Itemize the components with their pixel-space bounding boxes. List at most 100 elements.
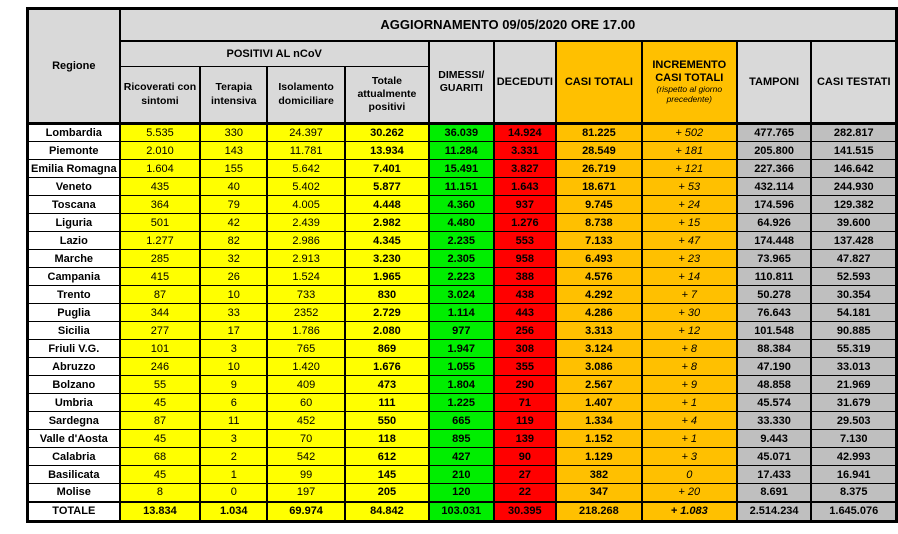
table-title: AGGIORNAMENTO 09/05/2020 ORE 17.00 [118,8,898,42]
cell-ricoverati: 87 [118,411,202,430]
cell-totale_positivi: 118 [344,429,430,448]
region-name: Bolzano [26,375,121,394]
region-name: Trento [26,285,121,304]
cell-incremento: + 502 [640,123,738,142]
cell-tamponi: 205.800 [735,141,813,160]
cell-ricoverati: 246 [118,357,202,376]
cell-casi_testati: 42.993 [810,447,898,466]
cell-totale_positivi: 111 [344,393,430,412]
table-row: Lazio 1.277 82 2.986 4.345 2.235 553 7.133 + 47 1… [26,231,898,250]
cell-ricoverati: 45 [118,429,202,448]
cell-totale_positivi: 612 [344,447,430,466]
column-header-incremento: INCREMENTO CASI TOTALI (rispetto al gior… [640,40,738,125]
region-name: Sicilia [26,321,121,340]
cell-isolamento: 24.397 [266,123,347,142]
cell-casi_totali: 2.567 [554,375,643,394]
cell-ricoverati: 45 [118,465,202,484]
cell-terapia: 155 [199,159,269,178]
cell-terapia: 42 [199,213,269,232]
cell-ricoverati: 277 [118,321,202,340]
cell-dimessi: 665 [427,411,495,430]
region-name: Lombardia [26,123,121,142]
cell-dimessi: 895 [427,429,495,448]
cell-terapia: 330 [199,123,269,142]
cell-totale_positivi: 13.934 [344,141,430,160]
cell-dimessi: 1.947 [427,339,495,358]
cell-tamponi: 50.278 [735,285,813,304]
cell-ricoverati: 364 [118,195,202,214]
cell-isolamento: 2.913 [266,249,347,268]
table-row: Sardegna 87 11 452 550 665 119 1.334 + 4 33.330 29… [26,411,898,430]
total-row: TOTALE 13.834 1.034 69.974 84.842 103.031 30.3… [26,500,898,522]
cell-ricoverati: 101 [118,339,202,358]
cell-terapia: 79 [199,195,269,214]
cell-casi_testati: 8.375 [810,483,898,502]
cell-deceduti: 388 [492,267,557,286]
cell-casi_testati: 33.013 [810,357,898,376]
column-header-regione: Regione [26,8,121,125]
cell-tamponi: 48.858 [735,375,813,394]
cell-ricoverati: 1.277 [118,231,202,250]
cell-casi_totali: 18.671 [554,177,643,196]
cell-tamponi: 17.433 [735,465,813,484]
cell-incremento: + 1 [640,429,738,448]
cell-totale_positivi: 205 [344,483,430,502]
cell-tamponi: 432.114 [735,177,813,196]
region-name: Veneto [26,177,121,196]
cell-casi_testati: 129.382 [810,195,898,214]
cell-dimessi: 120 [427,483,495,502]
cell-incremento: + 53 [640,177,738,196]
table-body: Lombardia 5.535 330 24.397 30.262 36.039 14.92… [26,123,898,522]
cell-terapia: 11 [199,411,269,430]
cell-incremento: + 3 [640,447,738,466]
cell-casi_testati: 7.130 [810,429,898,448]
cell-deceduti: 1.643 [492,177,557,196]
cell-totale_positivi: 30.262 [344,123,430,142]
cell-deceduti: 3.827 [492,159,557,178]
cell-incremento: + 181 [640,141,738,160]
cell-tamponi: 47.190 [735,357,813,376]
cell-casi_totali: 7.133 [554,231,643,250]
table-row: Marche 285 32 2.913 3.230 2.305 958 6.493 + 23 73… [26,249,898,268]
table-row: Sicilia 277 17 1.786 2.080 977 256 3.313 + 12 101… [26,321,898,340]
cell-casi_testati: 21.969 [810,375,898,394]
cell-terapia: 40 [199,177,269,196]
cell-casi_totali: 4.576 [554,267,643,286]
cell-casi_totali: 347 [554,483,643,502]
cell-incremento: + 20 [640,483,738,502]
cell-casi_testati: 16.941 [810,465,898,484]
cell-casi_testati: 146.642 [810,159,898,178]
cell-totale_positivi: 84.842 [344,500,430,522]
cell-incremento: + 4 [640,411,738,430]
cell-ricoverati: 435 [118,177,202,196]
cell-dimessi: 4.360 [427,195,495,214]
total-row-label: TOTALE [26,500,121,522]
table-row: Campania 415 26 1.524 1.965 2.223 388 4.576 + 14… [26,267,898,286]
cell-deceduti: 27 [492,465,557,484]
cell-tamponi: 110.811 [735,267,813,286]
cell-tamponi: 477.765 [735,123,813,142]
region-name: Toscana [26,195,121,214]
cell-isolamento: 1.420 [266,357,347,376]
cell-incremento: + 8 [640,357,738,376]
cell-totale_positivi: 1.965 [344,267,430,286]
region-name: Campania [26,267,121,286]
cell-totale_positivi: 2.729 [344,303,430,322]
cell-deceduti: 355 [492,357,557,376]
cell-tamponi: 33.330 [735,411,813,430]
cell-totale_positivi: 2.080 [344,321,430,340]
cell-casi_testati: 282.817 [810,123,898,142]
cell-ricoverati: 13.834 [118,500,202,522]
cell-casi_totali: 1.129 [554,447,643,466]
cell-terapia: 26 [199,267,269,286]
region-name: Liguria [26,213,121,232]
table-row: Molise 8 0 197 205 120 22 347 + 20 8.691 8.375 [26,483,898,502]
cell-dimessi: 1.804 [427,375,495,394]
cell-dimessi: 4.480 [427,213,495,232]
cell-totale_positivi: 1.676 [344,357,430,376]
cell-ricoverati: 68 [118,447,202,466]
cell-isolamento: 99 [266,465,347,484]
region-name: Molise [26,483,121,502]
cell-totale_positivi: 3.230 [344,249,430,268]
cell-dimessi: 977 [427,321,495,340]
